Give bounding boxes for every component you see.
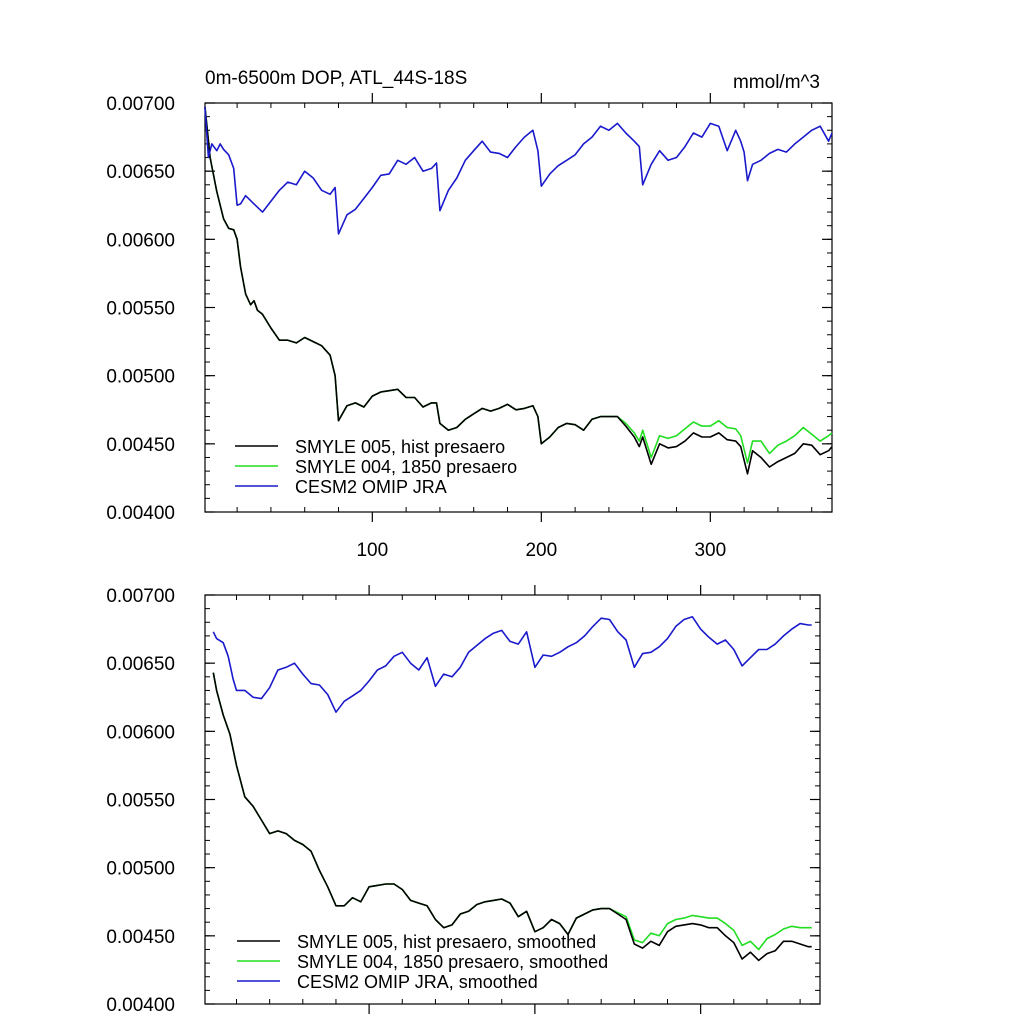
y-tick-label: 0.00450 [106,927,175,948]
panel-bottom: 0.00400 0.00450 0.00500 0.00550 0.00600 0.006… [106,585,821,1016]
legend-label-smyle005: SMYLE 005, hist presaero, smoothed [297,932,596,952]
y-tick-label: 0.00700 [106,586,175,607]
chart-units: mmol/m^3 [733,72,820,93]
legend-label-omip: CESM2 OMIP JRA, smoothed [297,972,538,992]
y-tick-label: 0.00550 [106,299,175,320]
series-line-omip [204,107,833,235]
y-tick-label: 0.00650 [106,162,175,183]
panel-top: 0.00400 0.00450 0.00500 0.00550 0.00600 0.006… [106,93,833,561]
legend-label-smyle005: SMYLE 005, hist presaero [295,437,505,457]
y-tick-label: 0.00700 [106,94,175,115]
legend-label-smyle004: SMYLE 004, 1850 presaero [295,457,517,477]
y-tick-label: 0.00600 [106,722,175,743]
y-tick-label: 0.00500 [106,367,175,388]
legend-label-omip: CESM2 OMIP JRA [295,477,447,497]
series-line-smyle005 [204,107,833,475]
y-tick-label: 0.00400 [106,503,175,524]
series-line-omip [212,615,812,714]
y-tick-label: 0.00600 [106,230,175,251]
y-tick-label: 0.00650 [106,654,175,675]
y-tick-label: 0.00400 [106,995,175,1016]
y-tick-label: 0.00450 [106,435,175,456]
x-tick-label: 100 [356,540,388,561]
y-tick-label: 0.00500 [106,859,175,880]
chart-title: 0m-6500m DOP, ATL_44S-18S [205,68,467,89]
x-tick-label: 300 [694,540,726,561]
legend-label-smyle004: SMYLE 004, 1850 presaero, smoothed [297,952,608,972]
y-tick-label: 0.00550 [106,791,175,812]
series-line-smyle005 [212,672,812,962]
x-tick-label: 200 [525,540,557,561]
